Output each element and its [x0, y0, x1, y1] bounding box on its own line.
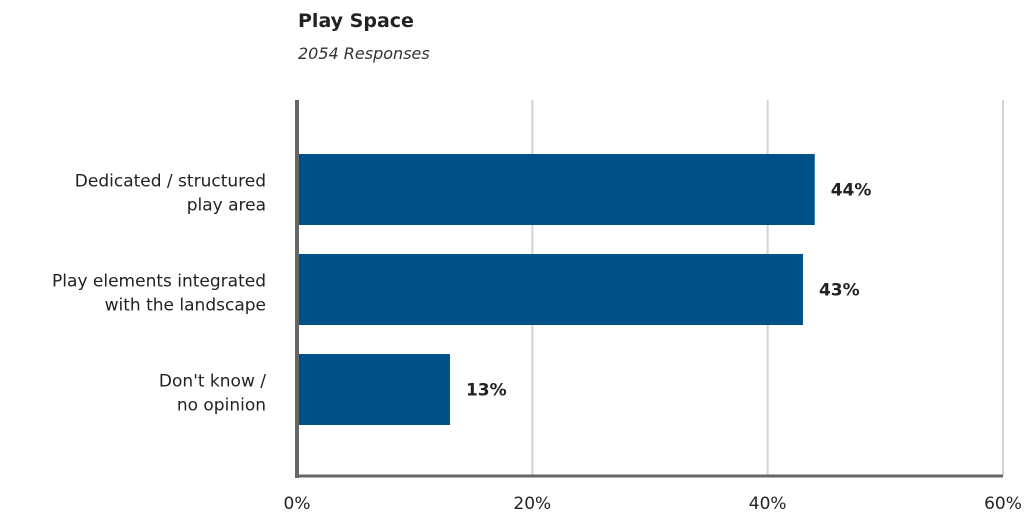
category-label-line: no opinion: [177, 396, 266, 416]
chart-subtitle: 2054 Responses: [298, 44, 430, 63]
category-label-line: with the landscape: [105, 296, 266, 316]
category-label-1: Play elements integrated with the landsca…: [52, 272, 266, 316]
category-label-line: Don't know /: [159, 372, 266, 392]
chart-title: Play Space: [298, 10, 414, 32]
category-label-0: Dedicated / structured play area: [75, 172, 266, 216]
data-label-2: 13%: [466, 381, 507, 401]
category-label-2: Don't know / no opinion: [159, 372, 266, 416]
x-tick-label-3: 60%: [984, 494, 1022, 514]
x-tick-label-2: 40%: [749, 494, 787, 514]
bar-1: [297, 254, 803, 325]
category-label-line: play area: [187, 196, 266, 216]
bar-2: [297, 354, 450, 425]
bar-0: [297, 154, 815, 225]
x-tick-label-0: 0%: [284, 494, 311, 514]
data-label-1: 43%: [819, 281, 860, 301]
category-label-line: Play elements integrated: [52, 272, 266, 292]
category-label-line: Dedicated / structured: [75, 172, 266, 192]
data-label-0: 44%: [831, 181, 872, 201]
x-tick-label-1: 20%: [513, 494, 551, 514]
